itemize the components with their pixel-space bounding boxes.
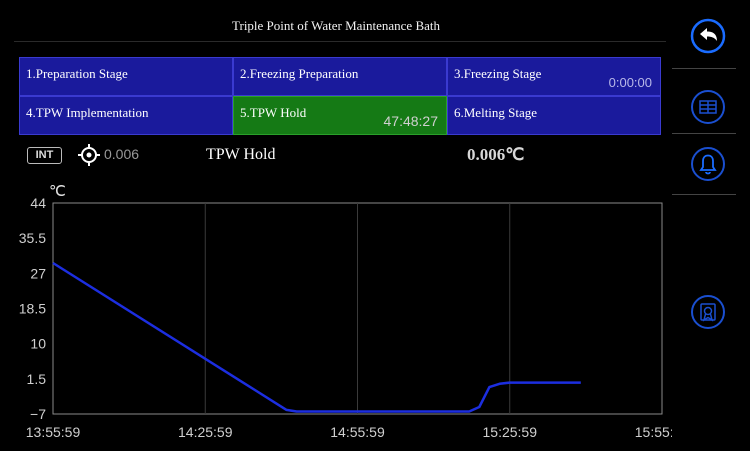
sidebar-divider [672,68,736,69]
x-tick-label: 13:55:59 [26,424,81,440]
page-title: Triple Point of Water Maintenance Bath [232,18,440,33]
current-temperature: 0.006℃ [467,145,525,164]
sensor-badge: INT [27,147,62,164]
back-icon[interactable] [689,17,727,55]
y-axis-unit-label: ℃ [49,183,66,200]
stage-6-melting[interactable]: 6.Melting Stage [447,96,661,135]
stage-timer: 47:48:27 [383,113,439,129]
y-tick-label: 27 [30,265,46,281]
x-tick-label: 15:25:59 [483,424,538,440]
temperature-chart: 44 35.5 27 18.5 10 1.5 −7 13:55:59 14:25:59 14:55… [19,183,672,440]
stage-label: 3.Freezing Stage [454,66,542,81]
stage-label: 2.Freezing Preparation [240,66,359,81]
y-tick-label: 35.5 [19,230,46,246]
stage-label: 5.TPW Hold [240,105,307,120]
table-icon[interactable] [689,88,727,126]
y-tick-label: 10 [30,336,46,352]
stage-panel: 1.Preparation Stage 2.Freezing Preparati… [19,57,661,135]
report-icon[interactable] [689,293,727,331]
stage-2-freezing-preparation[interactable]: 2.Freezing Preparation [233,57,447,96]
sidebar-divider [672,194,736,195]
stage-1-preparation[interactable]: 1.Preparation Stage [19,57,233,96]
y-tick-label: 1.5 [27,371,47,387]
setpoint-value: 0.006 [104,146,140,162]
stage-timer: 0:00:00 [608,75,652,90]
setpoint-target-icon [78,144,100,166]
series-line [52,261,581,413]
x-tick-label: 15:55:59 [635,424,672,440]
title-divider [14,41,666,42]
sidebar-divider [672,133,736,134]
stage-label: 1.Preparation Stage [26,66,128,81]
current-stage-name: TPW Hold [206,146,276,163]
stage-3-freezing[interactable]: 3.Freezing Stage 0:00:00 [447,57,661,96]
y-tick-label: 44 [30,195,46,211]
y-tick-label: −7 [30,406,46,422]
alarm-bell-icon[interactable] [689,145,727,183]
x-tick-label: 14:55:59 [330,424,385,440]
stage-label: 6.Melting Stage [454,105,538,120]
y-tick-label: 18.5 [19,301,46,317]
stage-5-tpw-hold[interactable]: 5.TPW Hold 47:48:27 [233,96,447,135]
stage-label: 4.TPW Implementation [26,105,149,120]
x-tick-label: 14:25:59 [178,424,233,440]
stage-4-tpw-implementation[interactable]: 4.TPW Implementation [19,96,233,135]
